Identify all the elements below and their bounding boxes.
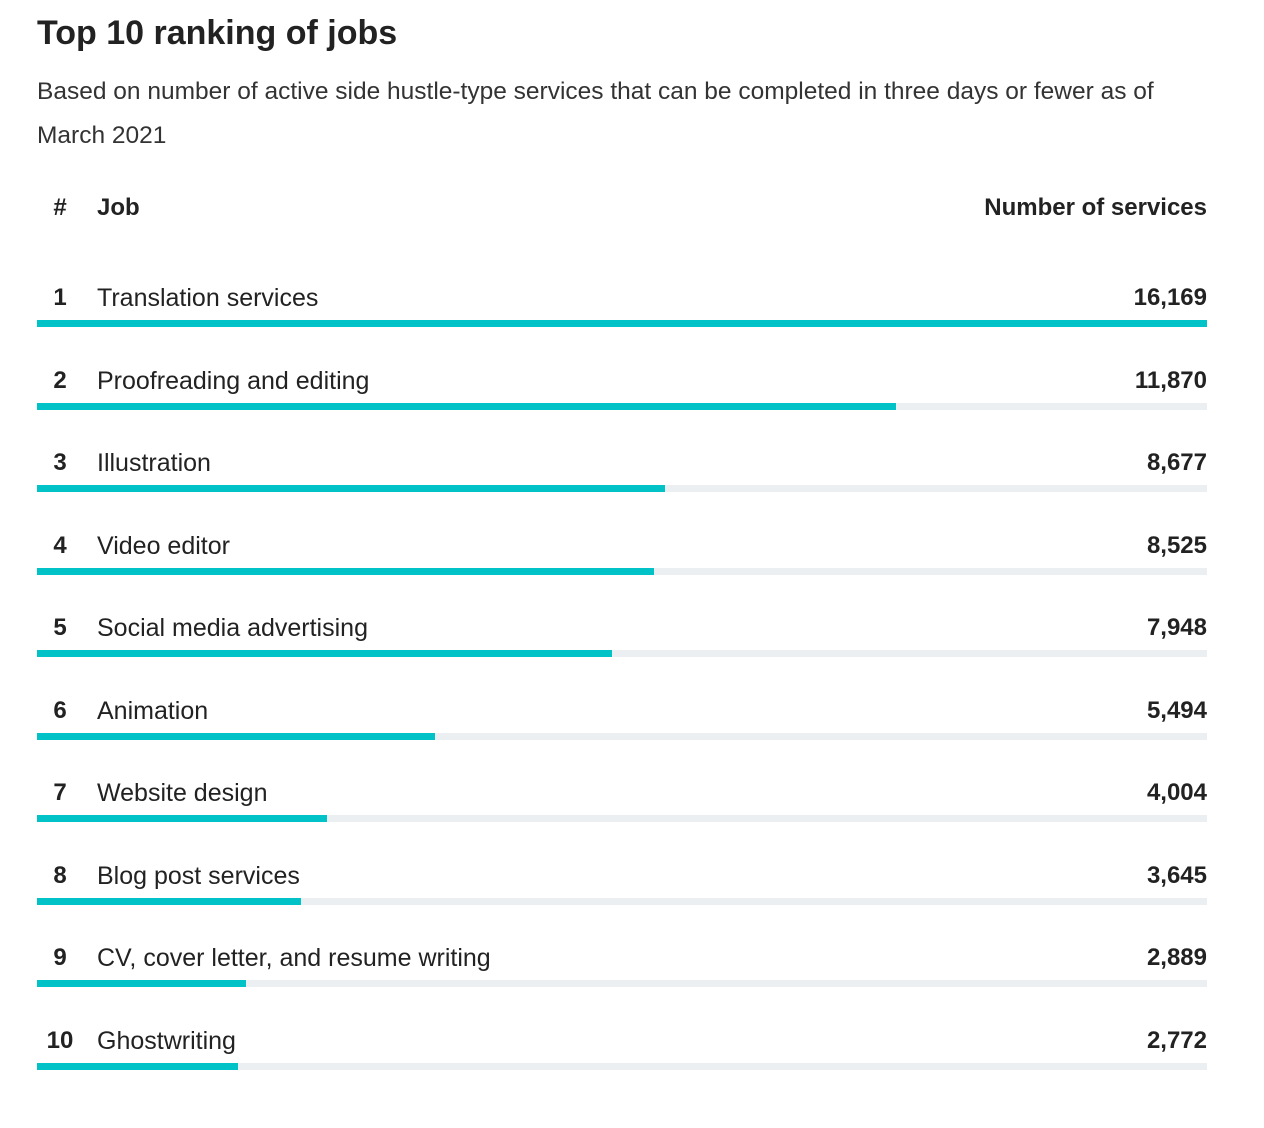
bar bbox=[37, 650, 613, 657]
ranking-row: 6 Animation 5,494 bbox=[37, 695, 1207, 755]
ranking-row: 5 Social media advertising 7,948 bbox=[37, 612, 1207, 672]
job-label: Social media advertising bbox=[97, 614, 368, 642]
job-label: Illustration bbox=[97, 449, 211, 477]
rank-column-header: # bbox=[53, 194, 67, 221]
job-label: Ghostwriting bbox=[97, 1026, 236, 1055]
bar bbox=[37, 402, 896, 410]
service-count-label: 8,677 bbox=[1146, 449, 1207, 476]
bar bbox=[37, 980, 247, 987]
service-count-label: 16,169 bbox=[1133, 284, 1207, 311]
table-header: # Job Number of services bbox=[37, 194, 1207, 226]
service-count-label: 3,645 bbox=[1146, 861, 1207, 889]
bar bbox=[37, 897, 301, 905]
rank-number: 3 bbox=[53, 449, 67, 476]
bar-track bbox=[37, 897, 1207, 905]
job-label: Translation services bbox=[97, 284, 319, 312]
rank-number: 7 bbox=[53, 779, 67, 806]
service-count-label: 8,525 bbox=[1146, 531, 1207, 559]
bar bbox=[37, 567, 654, 575]
bar bbox=[37, 485, 665, 492]
rank-number: 4 bbox=[53, 531, 67, 559]
rank-number: 10 bbox=[46, 1026, 74, 1054]
rank-number: 1 bbox=[53, 284, 67, 311]
service-count-label: 2,889 bbox=[1146, 944, 1207, 971]
job-label: Video editor bbox=[97, 531, 230, 560]
chart-subtitle: Based on number of active side hustle-ty… bbox=[37, 78, 1154, 149]
service-count-label: 2,772 bbox=[1146, 1026, 1207, 1054]
bar bbox=[37, 815, 327, 822]
ranking-row: 4 Video editor 8,525 bbox=[37, 530, 1207, 590]
bar-track bbox=[37, 650, 1207, 657]
chart-title: Top 10 ranking of jobs bbox=[37, 14, 398, 52]
bar-track bbox=[37, 732, 1207, 740]
job-label: CV, cover letter, and resume writing bbox=[97, 944, 491, 972]
service-count-label: 7,948 bbox=[1146, 614, 1207, 641]
bar bbox=[37, 320, 1207, 327]
job-column-header: Job bbox=[97, 194, 140, 221]
ranking-row: 3 Illustration 8,677 bbox=[37, 447, 1207, 507]
ranking-row: 1 Translation services 16,169 bbox=[37, 282, 1207, 342]
job-label: Proofreading and editing bbox=[97, 366, 370, 395]
bar bbox=[37, 1062, 238, 1070]
bar-track bbox=[37, 485, 1207, 492]
service-count-label: 5,494 bbox=[1146, 696, 1207, 724]
bar-track bbox=[37, 815, 1207, 822]
ranking-row: 2 Proofreading and editing 11,870 bbox=[37, 365, 1207, 425]
bar-track bbox=[37, 402, 1207, 410]
job-label: Blog post services bbox=[97, 861, 300, 890]
job-label: Animation bbox=[97, 696, 209, 725]
rank-number: 5 bbox=[53, 614, 67, 641]
rank-number: 2 bbox=[53, 366, 67, 394]
ranking-row: 8 Blog post services 3,645 bbox=[37, 860, 1207, 920]
ranking-row: 7 Website design 4,004 bbox=[37, 777, 1207, 837]
ranking-row: 10 Ghostwriting 2,772 bbox=[37, 1025, 1207, 1085]
service-count-label: 11,870 bbox=[1134, 366, 1207, 394]
value-column-header: Number of services bbox=[984, 194, 1207, 221]
bar-track bbox=[37, 320, 1207, 327]
service-count-label: 4,004 bbox=[1146, 779, 1207, 806]
bar-track bbox=[37, 1062, 1207, 1070]
rank-number: 9 bbox=[53, 944, 67, 971]
rank-number: 8 bbox=[53, 861, 67, 889]
job-label: Website design bbox=[97, 779, 268, 807]
rank-number: 6 bbox=[53, 696, 67, 724]
bar-track bbox=[37, 980, 1207, 987]
ranking-row: 9 CV, cover letter, and resume writing 2,8… bbox=[37, 942, 1207, 1002]
bar bbox=[37, 732, 435, 740]
bar-track bbox=[37, 567, 1207, 575]
